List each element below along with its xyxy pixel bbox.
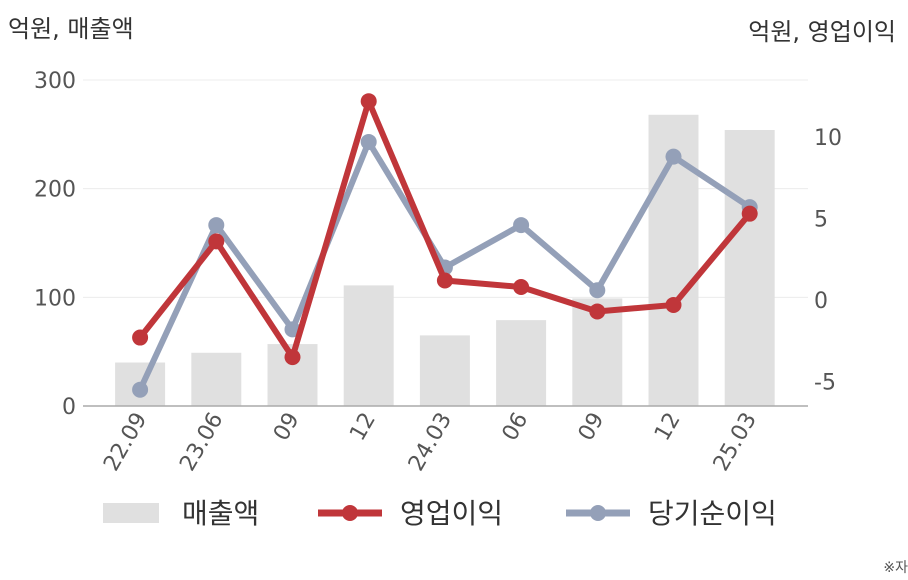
x-tick-label: 12 bbox=[650, 409, 686, 446]
bars bbox=[115, 114, 775, 407]
data-point bbox=[284, 349, 301, 366]
x-tick-label: 09 bbox=[269, 409, 305, 446]
bar bbox=[419, 335, 470, 406]
data-point bbox=[513, 217, 530, 234]
data-point bbox=[589, 282, 606, 299]
left-axis-ticks: 0 100 200 300 bbox=[34, 69, 76, 420]
data-point bbox=[665, 148, 682, 165]
right-tick-label: -5 bbox=[814, 371, 836, 396]
data-point bbox=[665, 296, 682, 313]
data-point bbox=[513, 279, 530, 296]
data-point bbox=[360, 93, 377, 110]
data-point bbox=[436, 272, 453, 289]
legend: 매출액 영업이익 당기순이익 bbox=[103, 497, 777, 530]
data-point bbox=[208, 233, 225, 250]
left-tick-label: 200 bbox=[34, 178, 76, 203]
legend-swatch-marker bbox=[590, 505, 606, 521]
lines bbox=[132, 93, 758, 398]
right-tick-label: 10 bbox=[814, 126, 842, 151]
x-axis-ticks: 22.09 23.06 09 12 24.03 06 09 12 25.03 bbox=[99, 409, 762, 476]
left-tick-label: 0 bbox=[62, 395, 76, 420]
x-tick-label: 25.03 bbox=[709, 409, 762, 476]
bar bbox=[724, 129, 775, 406]
bar bbox=[496, 320, 547, 406]
left-tick-label: 100 bbox=[34, 286, 76, 311]
x-tick-label: 09 bbox=[574, 409, 610, 446]
right-axis-unit: 억원, 영업이익 bbox=[748, 18, 896, 46]
legend-label: 영업이익 bbox=[400, 497, 503, 530]
legend-swatch-marker bbox=[342, 505, 358, 521]
data-point bbox=[741, 205, 758, 222]
x-tick-label: 22.09 bbox=[99, 409, 152, 476]
data-point bbox=[208, 217, 225, 234]
data-point bbox=[132, 329, 149, 346]
bar bbox=[343, 285, 394, 406]
data-point bbox=[589, 303, 606, 320]
data-point bbox=[360, 133, 377, 150]
legend-swatch-bar bbox=[103, 503, 159, 523]
legend-label: 당기순이익 bbox=[648, 497, 777, 530]
data-point bbox=[132, 381, 149, 398]
right-tick-label: 0 bbox=[814, 289, 828, 314]
legend-label: 매출액 bbox=[182, 497, 259, 530]
x-tick-label: 23.06 bbox=[175, 409, 228, 476]
x-tick-label: 12 bbox=[345, 409, 381, 446]
left-axis-unit: 억원, 매출액 bbox=[8, 15, 134, 43]
right-tick-label: 5 bbox=[814, 208, 828, 233]
left-tick-label: 300 bbox=[34, 69, 76, 94]
right-axis-ticks: -5 0 5 10 bbox=[814, 126, 842, 396]
x-tick-label: 06 bbox=[498, 409, 534, 446]
x-tick-label: 24.03 bbox=[404, 409, 457, 476]
footnote: ※자 bbox=[883, 560, 908, 576]
bar bbox=[191, 352, 242, 406]
